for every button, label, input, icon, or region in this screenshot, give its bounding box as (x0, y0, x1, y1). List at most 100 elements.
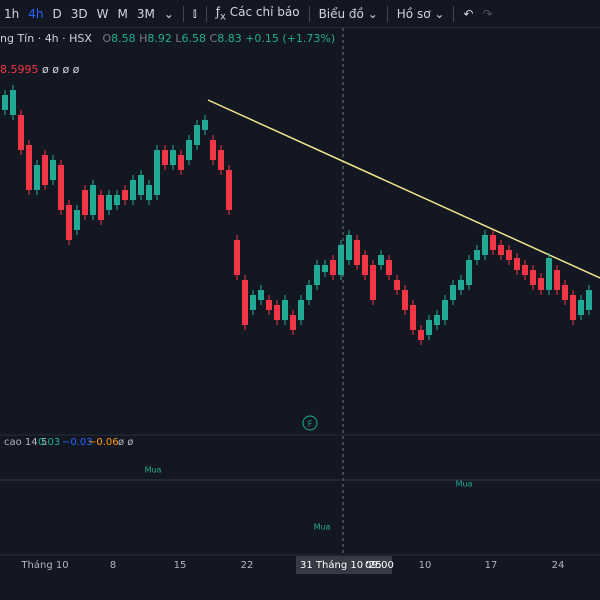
candle-body (186, 140, 192, 160)
indicators-button[interactable]: ƒx Các chỉ báo (215, 4, 300, 23)
cursor-date: 31 Tháng 10 '25 (300, 559, 382, 571)
candle-body (178, 155, 184, 170)
legend-key: O (102, 32, 112, 45)
macd-value: 0.03 (38, 437, 60, 448)
candle-body (82, 190, 88, 215)
x-label: 24 (552, 560, 565, 571)
interval[interactable]: 4h (28, 6, 44, 21)
candle-body (218, 150, 224, 170)
x-label: 8 (110, 560, 116, 571)
legend-key: C (209, 32, 218, 45)
legend-key: L (175, 32, 182, 45)
cursor-box (296, 556, 392, 574)
candle-body (154, 150, 160, 195)
candle-body (466, 260, 472, 285)
candle-body (10, 90, 16, 115)
candle-body (170, 150, 176, 165)
candle-body (306, 285, 312, 300)
legend-value: 6.58 (181, 32, 207, 45)
dropdown-icon[interactable]: ⌄ (163, 6, 174, 21)
separator (453, 5, 455, 22)
candle-body (346, 235, 352, 260)
chart-button[interactable]: Biểu đồ ⌄ (318, 6, 378, 21)
candle-body (418, 330, 424, 340)
interval[interactable]: M (117, 6, 128, 21)
candle-body (234, 240, 240, 275)
candle-body (506, 250, 512, 260)
event-marker[interactable] (302, 415, 318, 431)
ma-extra: ø ø ø ø (42, 63, 80, 76)
interval[interactable]: W (96, 6, 109, 21)
candle-body (298, 300, 304, 320)
candle-body (442, 300, 448, 320)
candle-body (242, 280, 248, 325)
candle-body (58, 165, 64, 210)
legend-value: 8.92 (147, 32, 172, 45)
candle-body (314, 265, 320, 285)
candle-body (530, 270, 536, 285)
interval[interactable]: 3M (136, 6, 155, 21)
candle-body (386, 260, 392, 275)
candle-body (362, 255, 368, 275)
candle-body (562, 285, 568, 300)
candle-body (18, 115, 24, 150)
candle-body (202, 120, 208, 130)
undo-button[interactable]: ↶ (463, 6, 474, 21)
candle-body (322, 265, 328, 272)
candle-body (450, 285, 456, 300)
separator (182, 5, 184, 22)
interval[interactable]: 1h (4, 6, 20, 21)
profile-text: Hồ sơ (396, 6, 431, 21)
candle-body (258, 290, 264, 300)
candle-body (410, 305, 416, 330)
interval[interactable]: D (52, 6, 62, 21)
candle-body (426, 320, 432, 335)
macd-value: −0.03 (62, 437, 93, 448)
candle-body (106, 195, 112, 210)
candle-body (194, 125, 200, 145)
separator (205, 5, 207, 22)
interval[interactable]: 3D (70, 6, 88, 21)
candle-body (74, 210, 80, 230)
x-label: 10 (419, 560, 432, 571)
signal-label: Mua (145, 466, 162, 475)
legend-key: H (139, 32, 148, 45)
candle-body (458, 280, 464, 290)
candle-body (90, 185, 96, 215)
legend: ng Tín · 4h · HSX O8.58 H8.92 L6.58 C8.8… (0, 32, 335, 76)
ma-row: 8.5995 ø ø ø ø (0, 63, 335, 76)
ma-value: 8.5995 (0, 63, 39, 76)
profile-button[interactable]: Hồ sơ ⌄ (396, 6, 445, 21)
candle-body (338, 245, 344, 275)
candle-body (282, 300, 288, 320)
candle-body (50, 160, 56, 180)
candle-body (274, 305, 280, 320)
candle-body (586, 290, 592, 310)
candle-body (266, 300, 272, 310)
trend-line (207, 99, 600, 279)
signal-label: Mua (314, 523, 331, 532)
symbol: ng Tín · 4h · HSX (0, 32, 92, 45)
cursor-time: 09:00 (365, 560, 394, 571)
candle-body (402, 290, 408, 310)
candle-icon[interactable]: ⫾ (192, 6, 197, 20)
legend-value: 8.58 (111, 32, 136, 45)
macd-extra: ø ø (118, 437, 133, 448)
redo-button[interactable]: ↷ (482, 6, 493, 21)
candle-body (330, 260, 336, 275)
candle-body (578, 300, 584, 315)
candle-body (250, 295, 256, 310)
legend-change: +0.15 (+1.73%) (245, 32, 336, 45)
candle-body (2, 95, 8, 110)
candle-body (66, 205, 72, 240)
candle-body (370, 265, 376, 300)
macd-value: −0.06 (88, 437, 119, 448)
candle-body (570, 295, 576, 320)
candle-body (434, 315, 440, 325)
candle-body (474, 250, 480, 260)
candle-body (490, 235, 496, 250)
candle-body (122, 190, 128, 200)
candle-body (546, 258, 552, 290)
x-label: Tháng 10 (20, 559, 68, 571)
